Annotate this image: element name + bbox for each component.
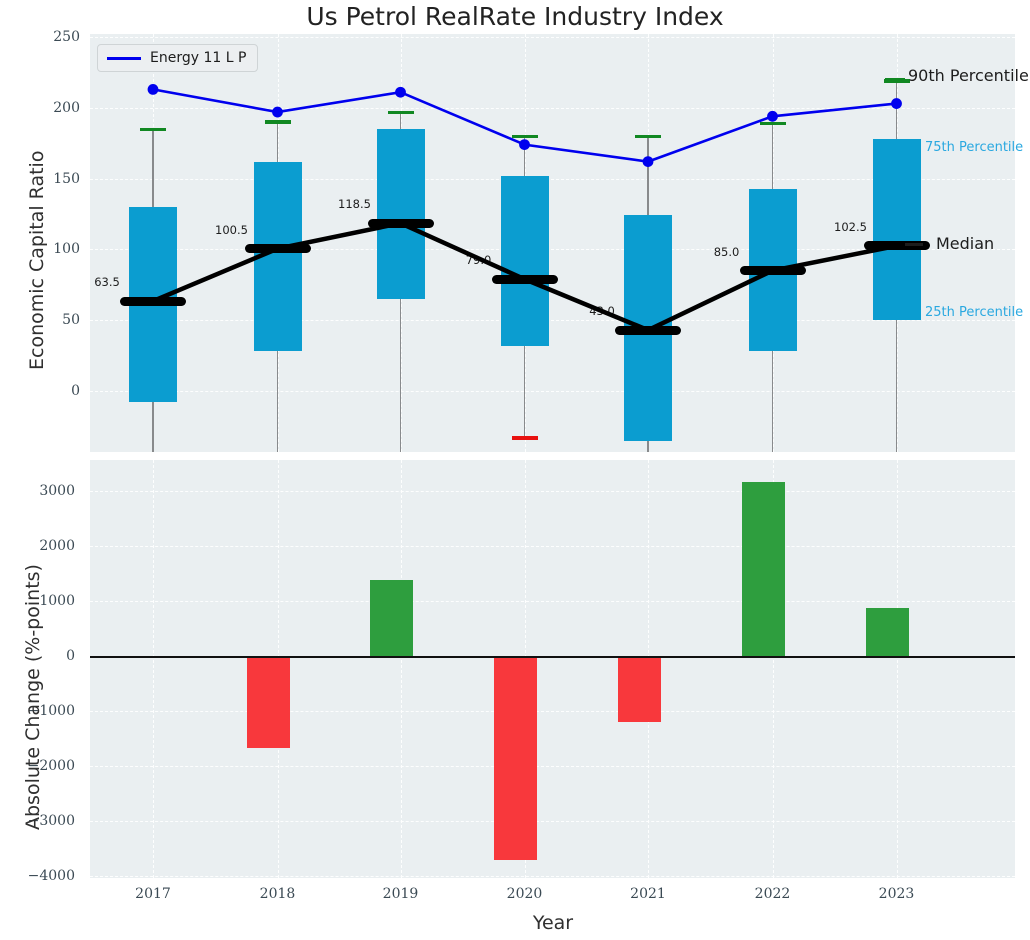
median-value-label-2019: 118.5: [338, 197, 371, 212]
annotation-90th-percentile: 90th Percentile: [908, 66, 1029, 85]
median-value-label-2023: 102.5: [834, 219, 867, 234]
x-tick-2023: 2023: [878, 886, 915, 902]
y-tick-200: 200: [53, 99, 80, 116]
y-tick-250: 250: [53, 29, 80, 45]
change-bar-2023: [866, 607, 909, 656]
annotation-75th-percentile: 75th Percentile: [925, 140, 1024, 155]
gridline-x-2023: [896, 460, 898, 878]
gridline-x-2019: [400, 460, 402, 878]
median-bar-2018: [244, 244, 311, 254]
cap-90th-2019: [387, 110, 414, 115]
y-tick-50: 50: [62, 312, 80, 329]
median-bar-2022: [739, 266, 806, 276]
y-tick-100: 100: [53, 241, 80, 258]
x-tick-2019: 2019: [382, 886, 419, 902]
y-tick-0: 0: [71, 383, 80, 399]
cap-10th-2020: [511, 435, 538, 440]
legend-label-energy: Energy 11 L P: [150, 50, 247, 66]
median-value-label-2020: 79.0: [465, 253, 492, 268]
y-tick-1000: 1000: [39, 593, 75, 609]
box-2023: [872, 138, 921, 321]
x-tick-2020: 2020: [506, 886, 543, 902]
box-2019: [376, 129, 425, 299]
cap-90th-2021: [635, 134, 661, 139]
change-bar-2022: [742, 482, 785, 656]
median-bar-2017: [120, 296, 186, 306]
bottom-y-axis-title: Absolute Change (%-points): [22, 564, 44, 830]
x-tick-2017: 2017: [135, 886, 171, 902]
x-tick-2022: 2022: [754, 886, 791, 902]
gridline-y-3000: [90, 491, 1015, 492]
gridline-y-1000: [90, 601, 1015, 602]
cap-90th-2018: [264, 120, 291, 124]
y-tick--1000: −1000: [27, 703, 75, 719]
y-tick--2000: −2000: [27, 758, 75, 774]
y-tick--3000: −3000: [27, 813, 75, 829]
y-tick-2000: 2000: [39, 538, 75, 554]
gridline-y-0: [90, 391, 1015, 392]
x-tick-2021: 2021: [630, 886, 666, 902]
gridline-y--2000: [90, 766, 1015, 767]
cap-90th-2020: [511, 134, 538, 139]
panel-absolute-change: [90, 460, 1015, 878]
zero-baseline: [90, 656, 1015, 658]
median-value-label-2021: 43.0: [589, 304, 615, 319]
y-tick-3000: 3000: [39, 483, 75, 499]
median-bar-2020: [491, 274, 558, 284]
annotation-90th-dash: [885, 78, 905, 81]
gridline-y--1000: [90, 711, 1015, 712]
box-2020: [500, 175, 549, 346]
change-bar-2019: [370, 579, 413, 656]
median-value-label-2018: 100.5: [215, 222, 248, 237]
gridline-y--4000: [90, 876, 1015, 877]
median-value-label-2017: 63.5: [94, 275, 120, 290]
change-bar-2018: [247, 656, 290, 748]
box-2018: [253, 161, 302, 352]
annotation-25th-percentile: 25th Percentile: [925, 305, 1024, 320]
panel-economic-capital-ratio: 63.5 100.5 118.5 79.0 43.0 85.0 102.5: [90, 34, 1015, 452]
median-bar-2021: [615, 325, 681, 335]
chart-title: Us Petrol RealRate Industry Index: [306, 2, 724, 31]
y-tick--4000: −4000: [27, 868, 75, 884]
y-tick-150: 150: [53, 170, 80, 187]
median-value-label-2022: 85.0: [713, 244, 740, 259]
gridline-x-2017: [153, 460, 154, 878]
cap-90th-2022: [759, 121, 786, 126]
x-tick-2018: 2018: [259, 886, 296, 902]
gridline-y-200: [90, 107, 1015, 109]
change-bar-2020: [494, 656, 537, 860]
annotation-median-dash: [905, 243, 923, 246]
gridline-y-150: [90, 178, 1015, 180]
x-axis-title: Year: [532, 912, 574, 934]
gridline-y-50: [90, 320, 1015, 322]
chart-legend[interactable]: Energy 11 L P: [97, 44, 259, 72]
gridline-y-250: [90, 37, 1015, 38]
y-tick-0: 0: [66, 648, 75, 664]
gridline-y--3000: [90, 821, 1015, 822]
legend-line-swatch: [107, 56, 141, 60]
annotation-median: Median: [936, 234, 995, 253]
change-bar-2021: [617, 656, 661, 722]
median-bar-2019: [367, 218, 434, 228]
gridline-y-2000: [90, 546, 1015, 547]
gridline-x-2022: [772, 460, 774, 878]
cap-90th-2017: [140, 127, 166, 132]
top-y-axis-title: Economic Capital Ratio: [26, 150, 48, 370]
cap-90th-2023: [883, 79, 910, 83]
